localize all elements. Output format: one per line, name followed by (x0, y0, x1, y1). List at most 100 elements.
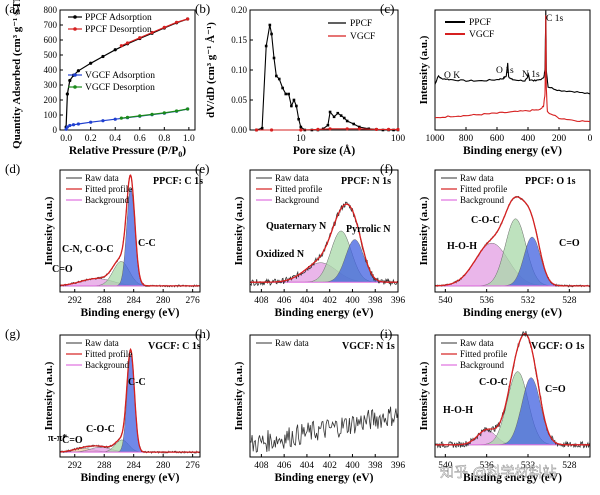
data-point (68, 123, 72, 128)
legend-label-0: PPCF (469, 18, 491, 28)
data-point (269, 128, 274, 132)
x-axis-title-h: Binding energy (eV) (274, 472, 373, 484)
data-point (358, 125, 361, 129)
data-point (339, 114, 343, 117)
data-point (101, 119, 105, 123)
data-point (328, 110, 332, 114)
x-axis-title-g: Binding energy (eV) (80, 472, 179, 484)
data-point (162, 111, 166, 115)
series-line-0 (256, 24, 398, 131)
fitted-profile-line (435, 333, 590, 446)
panel-title-i: VGCF: O 1s (531, 341, 584, 352)
component-label-1: C-O-C (479, 377, 508, 388)
x-tick-label-d: 292 (68, 296, 83, 306)
data-point (275, 74, 278, 78)
legend-label-2: Background (85, 195, 129, 205)
legend-label-1: Fitted profile (275, 184, 322, 194)
y-axis-title-h: Intensity (a.u.) (233, 361, 245, 430)
component-label-1: C-N, C-O-C (62, 244, 114, 255)
data-point (65, 125, 69, 129)
x-tick-label-a: 0.0 (60, 134, 72, 144)
panel-label-i: (i) (380, 326, 392, 341)
x-tick-label-g: 292 (68, 461, 83, 471)
panel-title-e: PPCF: N 1s (341, 176, 391, 187)
data-point (292, 98, 296, 102)
x-axis-title-f: Binding energy (eV) (463, 307, 562, 319)
x-axis-title-b: Pore size (Å) (293, 143, 356, 157)
x-tick-label-i: 528 (562, 461, 577, 471)
data-point (68, 78, 72, 83)
panel-label-b: (b) (195, 1, 210, 16)
peak-annotation: C 1s (546, 14, 563, 24)
y-tick-label-a: 100 (44, 110, 58, 120)
data-point (326, 123, 330, 127)
component-label-0: Oxidized N (256, 249, 305, 260)
x-tick-label-d: 280 (156, 296, 171, 306)
component-label-2: C=O (559, 238, 580, 249)
legend-label-1: Fitted profile (460, 184, 507, 194)
data-point (150, 30, 154, 35)
data-point (290, 104, 293, 108)
data-point (299, 125, 303, 129)
data-point (268, 23, 272, 27)
data-point (89, 61, 93, 65)
legend-label-1: VGCF (350, 32, 375, 42)
panel-label-h: (h) (195, 326, 210, 341)
data-point (125, 41, 130, 45)
legend-label-2: VGCF Adsorption (85, 71, 155, 81)
legend-label-1: Fitted profile (85, 349, 132, 359)
x-axis-title-c: Binding energy (eV) (463, 145, 562, 157)
data-point (76, 122, 81, 126)
x-tick-label-a: 0.4 (109, 134, 121, 144)
x-axis-title-tail: ) (182, 145, 186, 157)
panel-h: (h) 408 406 404 402 400 398 396 Binding energy (… (195, 326, 405, 484)
data-point (264, 44, 268, 48)
y-axis-title-c: Intensity (a.u.) (418, 35, 430, 104)
panel-a: (a)0.0 0.2 0.4 0.6 0.8 1.00100200300400500600… (5, 0, 196, 159)
x-tick-label-h: 402 (323, 461, 338, 471)
x-tick-label-d: 276 (186, 296, 201, 306)
raw-data-line (249, 406, 399, 453)
x-tick-label-f: 532 (521, 296, 536, 306)
component-label-1: C-O-C (471, 215, 500, 226)
legend-label-0: PPCF (350, 19, 372, 29)
component-label-2: C-C (138, 238, 156, 249)
data-point (297, 117, 300, 121)
x-tick-label-h: 404 (300, 461, 315, 471)
panel-title-d: PPCF: C 1s (153, 176, 203, 187)
y-tick-label-a: 200 (44, 95, 58, 105)
x-tick-label-c: 400 (521, 134, 536, 144)
data-point (186, 107, 190, 111)
y-tick-label-a: 600 (44, 35, 58, 45)
data-point (174, 20, 179, 24)
data-point (357, 127, 361, 131)
panel-d: (d) 292 288 284 280 276 Binding energy (eV) Int… (5, 161, 203, 319)
data-point (119, 116, 123, 120)
panel-c: (c) 1000 800 600 400 200 0 Binding energy (eV) I… (380, 1, 593, 157)
plot-frame-i (434, 334, 591, 458)
x-tick-label-i: 540 (438, 461, 453, 471)
x-tick-label-f: 540 (438, 296, 453, 306)
data-point (89, 120, 93, 124)
plot-frame-d (59, 169, 201, 293)
data-point (396, 127, 400, 131)
fit-component-2 (60, 187, 200, 287)
y-tick-label-b: 0.05 (231, 95, 247, 105)
data-point (328, 127, 332, 131)
panel-title-h: VGCF: N 1s (342, 341, 395, 352)
x-tick-label-e: 404 (300, 296, 315, 306)
legend-label-2: Background (85, 360, 129, 370)
y-tick-label-a: 0 (53, 125, 58, 135)
y-axis-title-d: Intensity (a.u.) (43, 196, 55, 265)
x-axis-title-a: Relative Pressure (P/P0) (69, 145, 186, 159)
panel-label-a: (a) (5, 1, 19, 16)
panel-label-d: (d) (5, 161, 20, 176)
y-tick-label-b: 0.15 (231, 35, 247, 45)
data-point (386, 127, 391, 131)
legend-marker-0 (73, 15, 77, 19)
data-point (342, 116, 346, 120)
watermark-text: 知乎 @科学材料站 (440, 464, 556, 481)
data-point (76, 69, 81, 73)
